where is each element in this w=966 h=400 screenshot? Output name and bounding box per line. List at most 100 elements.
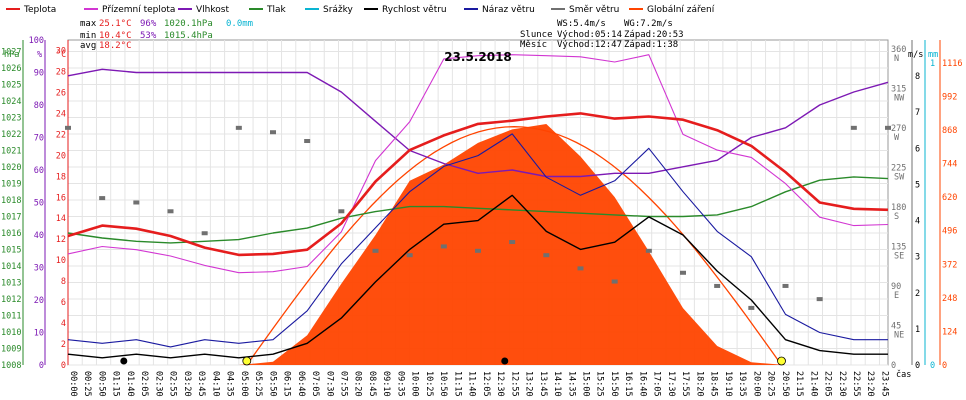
time-tick-label: 08:45 (367, 371, 377, 397)
wind-speed-tick-label: 1 (915, 325, 920, 335)
hpa-tick-label: 1026 (1, 64, 21, 74)
wind-dir-compass-label: NE (894, 330, 904, 340)
series-line-naraz-vetru (67, 133, 888, 348)
wind-dir-tick-label: 270 (891, 124, 906, 134)
time-tick-label: 12:30 (495, 371, 505, 397)
percent-axis-title: % (37, 50, 42, 60)
wind-direction-point (577, 266, 584, 271)
percent-tick-label: 60 (34, 166, 44, 176)
radiation-tick-label: 1116 (942, 59, 962, 69)
chart-title: 23.5.2018 (444, 50, 512, 64)
celsius-axis-title: °C (56, 50, 66, 60)
time-tick-label: 01:40 (125, 371, 135, 397)
time-tick-label: 16:15 (623, 371, 633, 397)
series-line-rychlost-vetru (67, 194, 888, 359)
time-tick-label: 11:40 (467, 371, 477, 397)
percent-tick-label: 30 (34, 264, 44, 274)
celsius-tick-label: 2 (61, 340, 66, 350)
hpa-tick-label: 1019 (1, 180, 21, 190)
radiation-tick-label: 124 (942, 327, 957, 337)
wind-axis-title: m/s (908, 50, 923, 60)
legend-label: Teplota (23, 5, 56, 15)
time-tick-label: 04:35 (225, 371, 235, 397)
wind-direction-point (611, 279, 618, 284)
moonset-time: Západ:1:38 (624, 40, 678, 50)
stat-humidity: 53% (140, 31, 157, 41)
celsius-tick-label: 8 (61, 277, 66, 287)
hpa-tick-label: 1025 (1, 81, 21, 91)
series-line-prizemni-teplota (67, 54, 889, 274)
time-tick-label: 07:30 (324, 371, 334, 397)
radiation-tick-label: 0 (942, 361, 947, 371)
hpa-tick-label: 1016 (1, 229, 21, 239)
time-tick-label: 23:20 (865, 371, 875, 397)
hpa-tick-label: 1021 (1, 147, 21, 157)
time-tick-label: 16:40 (637, 371, 647, 397)
wind-dir-tick-label: 360 (891, 45, 906, 55)
time-tick-label: 15:00 (581, 371, 591, 397)
wind-direction-point (201, 231, 208, 236)
time-tick-label: 10:00 (410, 371, 420, 397)
time-tick-label: 05:00 (239, 371, 249, 397)
celsius-tick-label: 28 (56, 67, 66, 77)
wind-direction-point (543, 253, 550, 258)
celsius-tick-label: 30 (56, 46, 66, 56)
sunset-time: Západ:20:53 (624, 30, 684, 40)
time-tick-label: 06:40 (296, 371, 306, 397)
wind-direction-point (167, 209, 174, 214)
celsius-tick-label: 12 (56, 235, 66, 245)
rain-axis-title: mm (928, 50, 938, 60)
wind-dir-compass-label: W (894, 133, 900, 143)
percent-tick-label: 100 (29, 36, 44, 46)
hpa-tick-label: 1008 (1, 361, 21, 371)
wind-speed-tick-label: 6 (915, 144, 920, 154)
celsius-tick-label: 20 (56, 151, 66, 161)
legend-label: Tlak (266, 5, 287, 15)
time-tick-label: 13:45 (538, 371, 548, 397)
hpa-tick-label: 1024 (1, 97, 21, 107)
celsius-tick-label: 0 (61, 361, 66, 371)
stat-row-label: avg (80, 41, 96, 51)
celsius-tick-label: 26 (56, 88, 66, 98)
time-tick-label: 08:20 (353, 371, 363, 397)
legend: Teplota Přízemní teplota Vlhkost Tlak Srážky… (6, 5, 715, 15)
time-tick-label: 18:45 (709, 371, 719, 397)
time-tick-label: 02:05 (139, 371, 149, 397)
celsius-tick-label: 16 (56, 193, 66, 203)
radiation-tick-label: 372 (942, 260, 957, 270)
wind-speed-tick-label: 5 (915, 180, 920, 190)
wind-direction-point (475, 248, 481, 253)
time-tick-label: 17:05 (652, 371, 662, 397)
wind-speed-tick-label: 4 (915, 217, 920, 227)
percent-tick-label: 0 (39, 361, 44, 371)
moonrise-time: Východ:12:47 (557, 40, 622, 50)
rain-tick-label: 1 (930, 59, 935, 69)
time-tick-label: 19:35 (737, 371, 747, 397)
time-tick-label: 14:10 (552, 371, 562, 397)
time-tick-label: 21:40 (808, 371, 818, 397)
time-tick-label: 07:55 (338, 371, 348, 397)
radiation-tick-label: 992 (942, 92, 957, 102)
wind-speed-tick-label: 8 (915, 72, 920, 82)
wind-dir-tick-label: 180 (891, 203, 906, 213)
hpa-tick-label: 1017 (1, 213, 21, 223)
time-tick-label: 13:20 (524, 371, 534, 397)
celsius-tick-label: 22 (56, 130, 66, 140)
stat-temperature: 18.2°C (99, 41, 132, 51)
time-tick-label: 00:50 (96, 371, 106, 397)
hpa-tick-label: 1015 (1, 246, 21, 256)
legend-label: Srážky (323, 5, 354, 15)
stat-row-label: max (80, 19, 97, 29)
radiation-tick-label: 620 (942, 193, 957, 203)
celsius-tick-label: 10 (56, 256, 66, 266)
wind-direction-point (270, 130, 276, 135)
time-tick-label: 19:10 (723, 371, 733, 397)
wind-direction-point (885, 125, 891, 130)
wind-dir-compass-label: S (894, 212, 899, 222)
hpa-tick-label: 1014 (1, 262, 21, 272)
wind-direction-point (645, 248, 652, 253)
time-tick-label: 15:25 (595, 371, 605, 397)
radiation-tick-label: 496 (942, 227, 957, 237)
time-tick-label: 06:15 (282, 371, 292, 397)
time-tick-label: 12:55 (509, 371, 519, 397)
